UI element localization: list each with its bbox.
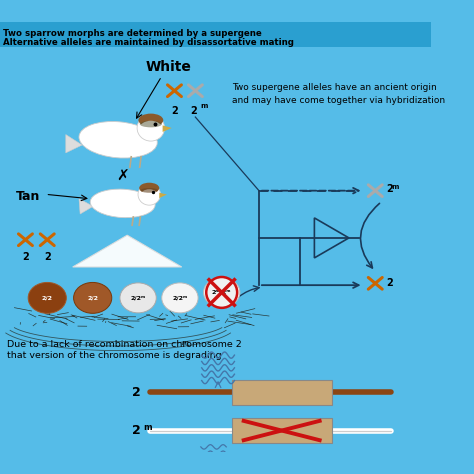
Ellipse shape — [137, 115, 164, 141]
Ellipse shape — [73, 283, 112, 313]
Text: 2: 2 — [171, 106, 178, 116]
Ellipse shape — [90, 189, 155, 218]
Text: m: m — [392, 184, 399, 190]
Text: m: m — [144, 423, 152, 432]
Text: 2/2ᵐ: 2/2ᵐ — [172, 295, 188, 301]
Text: Two supergene alleles have an ancient origin: Two supergene alleles have an ancient or… — [232, 83, 437, 92]
Bar — [232, 380, 332, 405]
Text: 2/2: 2/2 — [42, 295, 53, 301]
Ellipse shape — [140, 188, 158, 193]
Ellipse shape — [140, 121, 162, 128]
Text: 2/2: 2/2 — [87, 295, 98, 301]
Ellipse shape — [138, 184, 161, 205]
Ellipse shape — [139, 121, 163, 138]
Ellipse shape — [28, 283, 66, 313]
Ellipse shape — [162, 283, 198, 313]
Text: and may have come together via hybridization: and may have come together via hybridiza… — [232, 96, 445, 105]
Ellipse shape — [140, 189, 158, 202]
Text: 2: 2 — [132, 386, 141, 399]
Text: that version of the chromosome is degrading: that version of the chromosome is degrad… — [7, 352, 222, 361]
Text: Alternative alleles are maintained by disassortative mating: Alternative alleles are maintained by di… — [3, 38, 293, 47]
Text: ✗: ✗ — [116, 169, 129, 183]
Polygon shape — [66, 135, 82, 153]
Text: 2: 2 — [44, 253, 51, 263]
Ellipse shape — [120, 283, 156, 313]
Polygon shape — [79, 199, 93, 214]
Text: 2: 2 — [190, 106, 197, 116]
Ellipse shape — [79, 121, 157, 158]
Bar — [0, 22, 431, 47]
Ellipse shape — [203, 277, 240, 308]
Ellipse shape — [96, 199, 144, 214]
Ellipse shape — [138, 114, 163, 127]
Polygon shape — [159, 193, 167, 198]
Ellipse shape — [139, 182, 159, 193]
Polygon shape — [73, 235, 182, 267]
Text: 2: 2 — [22, 253, 29, 263]
Text: 2: 2 — [386, 278, 393, 288]
Text: m: m — [201, 103, 208, 109]
Text: Tan: Tan — [17, 190, 41, 203]
Text: Due to a lack of recombination on chromosome 2: Due to a lack of recombination on chromo… — [7, 340, 242, 349]
Text: 2: 2 — [386, 184, 393, 194]
Text: 2ᵐ/2ᵐ: 2ᵐ/2ᵐ — [212, 290, 231, 295]
Ellipse shape — [85, 133, 144, 153]
Text: White: White — [145, 60, 191, 74]
Text: m,: m, — [182, 340, 191, 346]
Text: Two sparrow morphs are determined by a supergene: Two sparrow morphs are determined by a s… — [3, 29, 262, 38]
Polygon shape — [163, 126, 172, 132]
Text: 2: 2 — [132, 424, 141, 437]
Bar — [232, 418, 332, 443]
Text: 2/2ᵐ: 2/2ᵐ — [130, 295, 146, 301]
